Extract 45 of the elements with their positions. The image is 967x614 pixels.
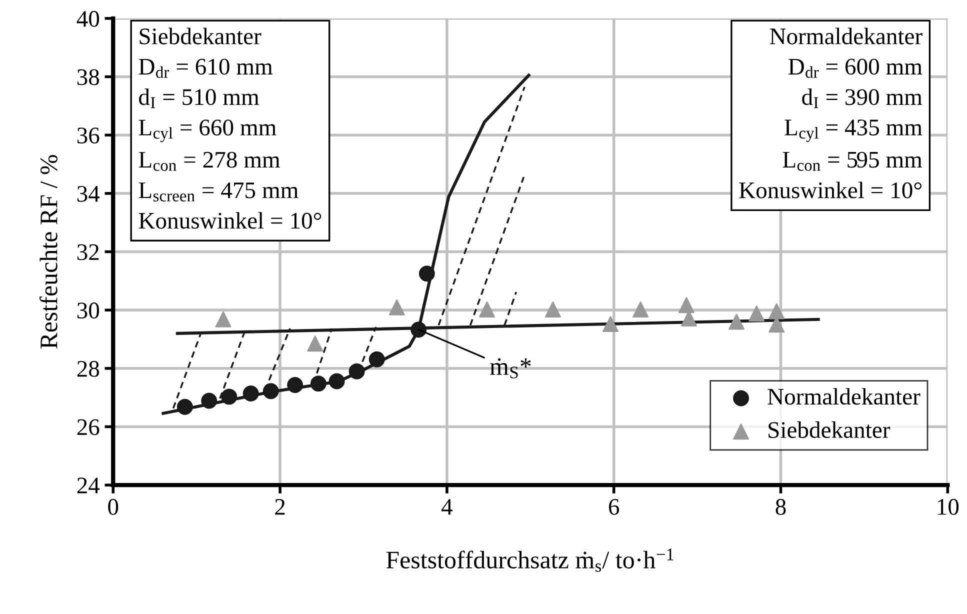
- point: [201, 392, 218, 409]
- legend-label: Siebdekanter: [768, 421, 890, 438]
- y-tick-label: 32: [77, 244, 99, 260]
- point: [215, 311, 232, 328]
- point: [768, 303, 785, 320]
- point: [221, 388, 238, 405]
- y-tick-label: 40: [76, 10, 100, 27]
- point: [348, 363, 365, 380]
- point: [479, 302, 495, 318]
- point: [602, 316, 618, 332]
- point: [418, 266, 435, 282]
- point: [368, 351, 385, 368]
- point: [262, 383, 279, 400]
- y-tick-label: 34: [77, 186, 100, 202]
- point: [307, 336, 324, 352]
- x-axis-title: Feststoffdurchsatz ṁ$_{s}$/ to·h$^{−1}$: [386, 548, 674, 572]
- y-tick-label: 38: [77, 69, 100, 86]
- y-tick-label: 26: [77, 419, 100, 436]
- text: Siebdekanter D$_{dr}$ = 610 mm d$_{I}$ = 510 mm L$_{cyl}$ = 660 mm L$_{con}$ = 278 mm L$_{screen}$ = 475 mm Konuswinkel = 10°: [138, 28, 322, 229]
- point: [678, 297, 694, 314]
- legend-label: Normaldekanter: [768, 388, 920, 405]
- point: [632, 302, 649, 318]
- point: [748, 306, 765, 322]
- point: [544, 302, 561, 318]
- y-tick-label: 28: [77, 360, 100, 377]
- point: [388, 299, 405, 316]
- text: Normaldekanter D$_{dr}$ = 600 mm d$_{I}$ = 390 mm L$_{cyl}$ = 435 mm L$_{con}$ = 595 mm Konuswinkel = 10°: [739, 28, 922, 198]
- x-tick-label: 2: [275, 499, 285, 515]
- annotation: ṁ$_{S}$*: [490, 358, 531, 378]
- x-tick-label: 0: [108, 498, 118, 515]
- point: [176, 398, 193, 415]
- point: [728, 314, 745, 330]
- point: [410, 322, 427, 338]
- x-tick-label: 6: [608, 499, 620, 515]
- x-tick-label: 10: [938, 498, 959, 515]
- y-tick-label: 36: [77, 128, 100, 144]
- point: [328, 373, 345, 390]
- x-tick-label: 4: [442, 499, 452, 515]
- y-axis-title: Restfeuchte RF / %: [40, 155, 58, 349]
- point: [310, 376, 326, 392]
- point: [242, 386, 259, 402]
- x-tick-label: 8: [776, 498, 786, 515]
- y-tick-label: 30: [77, 302, 100, 318]
- y-tick-label: 24: [77, 478, 100, 494]
- point: [287, 377, 304, 393]
